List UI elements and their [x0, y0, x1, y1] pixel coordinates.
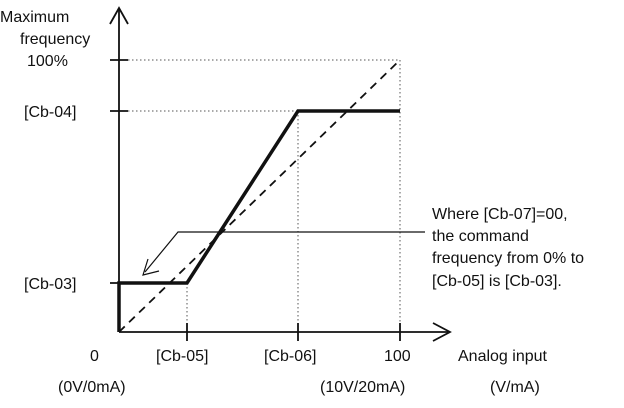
- annotation-leader-line: [144, 231, 425, 273]
- annotation-line-2: the command: [432, 228, 529, 245]
- y-axis-arrowhead: [109, 6, 129, 25]
- y-axis-label-maximum: Maximum: [0, 9, 69, 26]
- x-tick-label-cb06: [Cb-06]: [264, 348, 316, 365]
- reference-diagonal-line: [118, 59, 401, 333]
- x-origin-unit-label: (0V/0mA): [58, 379, 126, 396]
- x-tick-label-100: 100: [384, 348, 411, 365]
- annotation-line-4: [Cb-05] is [Cb-03].: [432, 273, 562, 290]
- x-tick-label-cb05: [Cb-05]: [156, 348, 208, 365]
- x-tick-label-origin: 0: [90, 348, 99, 365]
- y-axis-label-frequency: frequency: [20, 31, 90, 48]
- x-axis-unit-label: (V/mA): [490, 379, 540, 396]
- y-tick-label-cb03: [Cb-03]: [24, 276, 76, 293]
- x-axis-arrowhead: [432, 322, 452, 342]
- x-axis-label: Analog input: [458, 348, 548, 365]
- annotation-line-3: frequency from 0% to: [432, 250, 584, 267]
- annotation-leader-arrowhead: [142, 258, 160, 276]
- y-tick-label-cb04: [Cb-04]: [24, 104, 76, 121]
- y-axis-label-100-percent: 100%: [27, 53, 68, 70]
- frequency-characteristic-curve: [117, 109, 400, 332]
- x-max-unit-label: (10V/20mA): [320, 379, 405, 396]
- annotation-line-1: Where [Cb-07]=00,: [432, 206, 568, 223]
